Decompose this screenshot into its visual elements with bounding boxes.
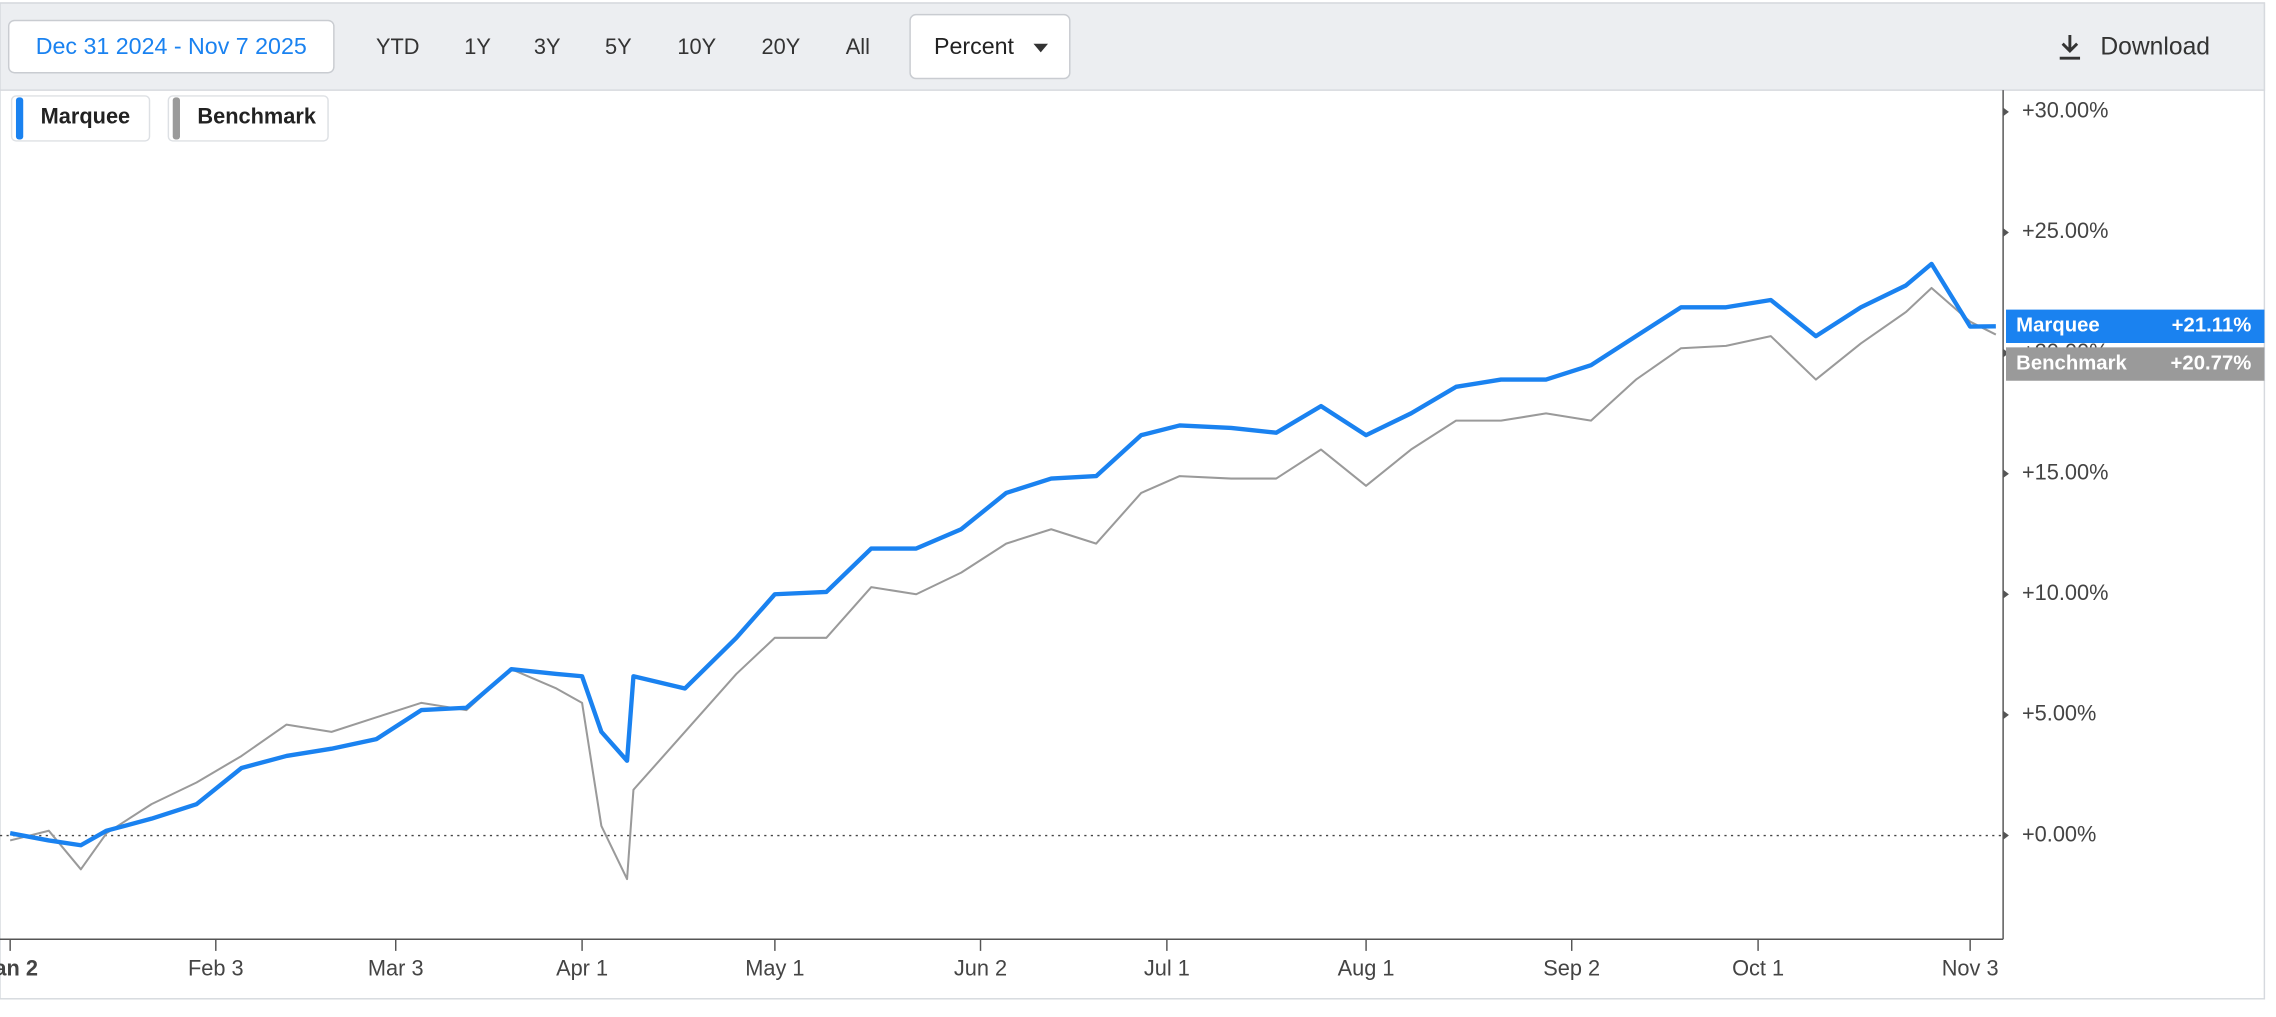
x-tick-label: Jun 2 (954, 956, 1007, 981)
end-label-name: Benchmark (2016, 352, 2127, 374)
download-icon[interactable] (2059, 34, 2081, 60)
end-label-box (2006, 347, 2265, 381)
legend-chip[interactable] (10, 95, 151, 142)
y-tick (2003, 107, 2009, 117)
mode-dropdown[interactable] (909, 13, 1071, 80)
x-tick-label: Apr 1 (556, 956, 608, 981)
end-label-name: Marquee (2016, 315, 2100, 337)
y-tick-label: +10.00% (2022, 580, 2109, 605)
x-tick-label: Feb 3 (188, 956, 244, 981)
range-button[interactable]: 1Y (464, 34, 491, 59)
x-tick-label: May 1 (745, 956, 804, 981)
y-tick-label: +30.00% (2022, 98, 2109, 123)
end-label-value: +21.11% (2172, 315, 2252, 337)
legend-swatch[interactable] (15, 97, 24, 140)
toolbar (0, 2, 2266, 91)
legend-label[interactable]: Marquee (41, 103, 131, 128)
legend-label[interactable]: Benchmark (197, 103, 316, 128)
y-tick (2003, 228, 2009, 237)
y-tick (2003, 831, 2009, 840)
date-range[interactable]: Dec 31 2024 - Nov 7 2025 (36, 33, 307, 59)
date-range-button[interactable] (7, 19, 335, 74)
x-tick-label: Oct 1 (1732, 956, 1784, 981)
y-tick-label: +15.00% (2022, 459, 2109, 484)
x-tick-label: Sep 2 (1543, 956, 1600, 981)
x-tick-label: Jul 1 (1144, 956, 1190, 981)
dropdown-caret (1033, 43, 1049, 53)
end-label-box (2006, 309, 2265, 343)
y-tick (2003, 469, 2009, 479)
x-tick-label: Nov 3 (1942, 956, 1999, 981)
range-button[interactable]: 5Y (605, 34, 632, 59)
y-tick-label: +0.00% (2022, 821, 2096, 846)
legend-chip[interactable] (167, 95, 329, 142)
frame (0, 2, 2266, 1000)
range-button[interactable]: 10Y (677, 34, 716, 59)
y-tick-label: +5.00% (2022, 701, 2096, 726)
x-tick-label: Aug 1 (1338, 956, 1395, 981)
range-button[interactable]: 3Y (534, 34, 561, 59)
y-tick-label: +25.00% (2022, 218, 2109, 243)
x-tick-label: Mar 3 (368, 956, 424, 981)
range-button[interactable]: All (846, 34, 870, 59)
x-tick-label: Jan 2 (0, 956, 38, 981)
series-line (9, 261, 1996, 848)
range-button[interactable]: 20Y (762, 34, 801, 59)
range-button[interactable]: YTD (376, 34, 420, 59)
y-tick (2003, 589, 2009, 599)
legend-swatch[interactable] (172, 97, 180, 140)
end-label-value: +20.77% (2171, 352, 2252, 374)
series-line (9, 286, 1997, 881)
y-tick (2003, 710, 2009, 720)
mode-label[interactable]: Percent (934, 33, 1015, 59)
download-label[interactable]: Download (2100, 34, 2210, 61)
